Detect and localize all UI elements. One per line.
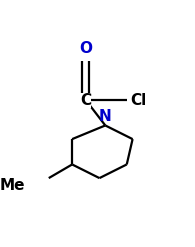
- Text: Cl: Cl: [131, 93, 147, 108]
- Text: O: O: [79, 41, 92, 56]
- Text: C: C: [80, 93, 91, 108]
- Text: Me: Me: [0, 178, 25, 193]
- Text: N: N: [99, 108, 112, 124]
